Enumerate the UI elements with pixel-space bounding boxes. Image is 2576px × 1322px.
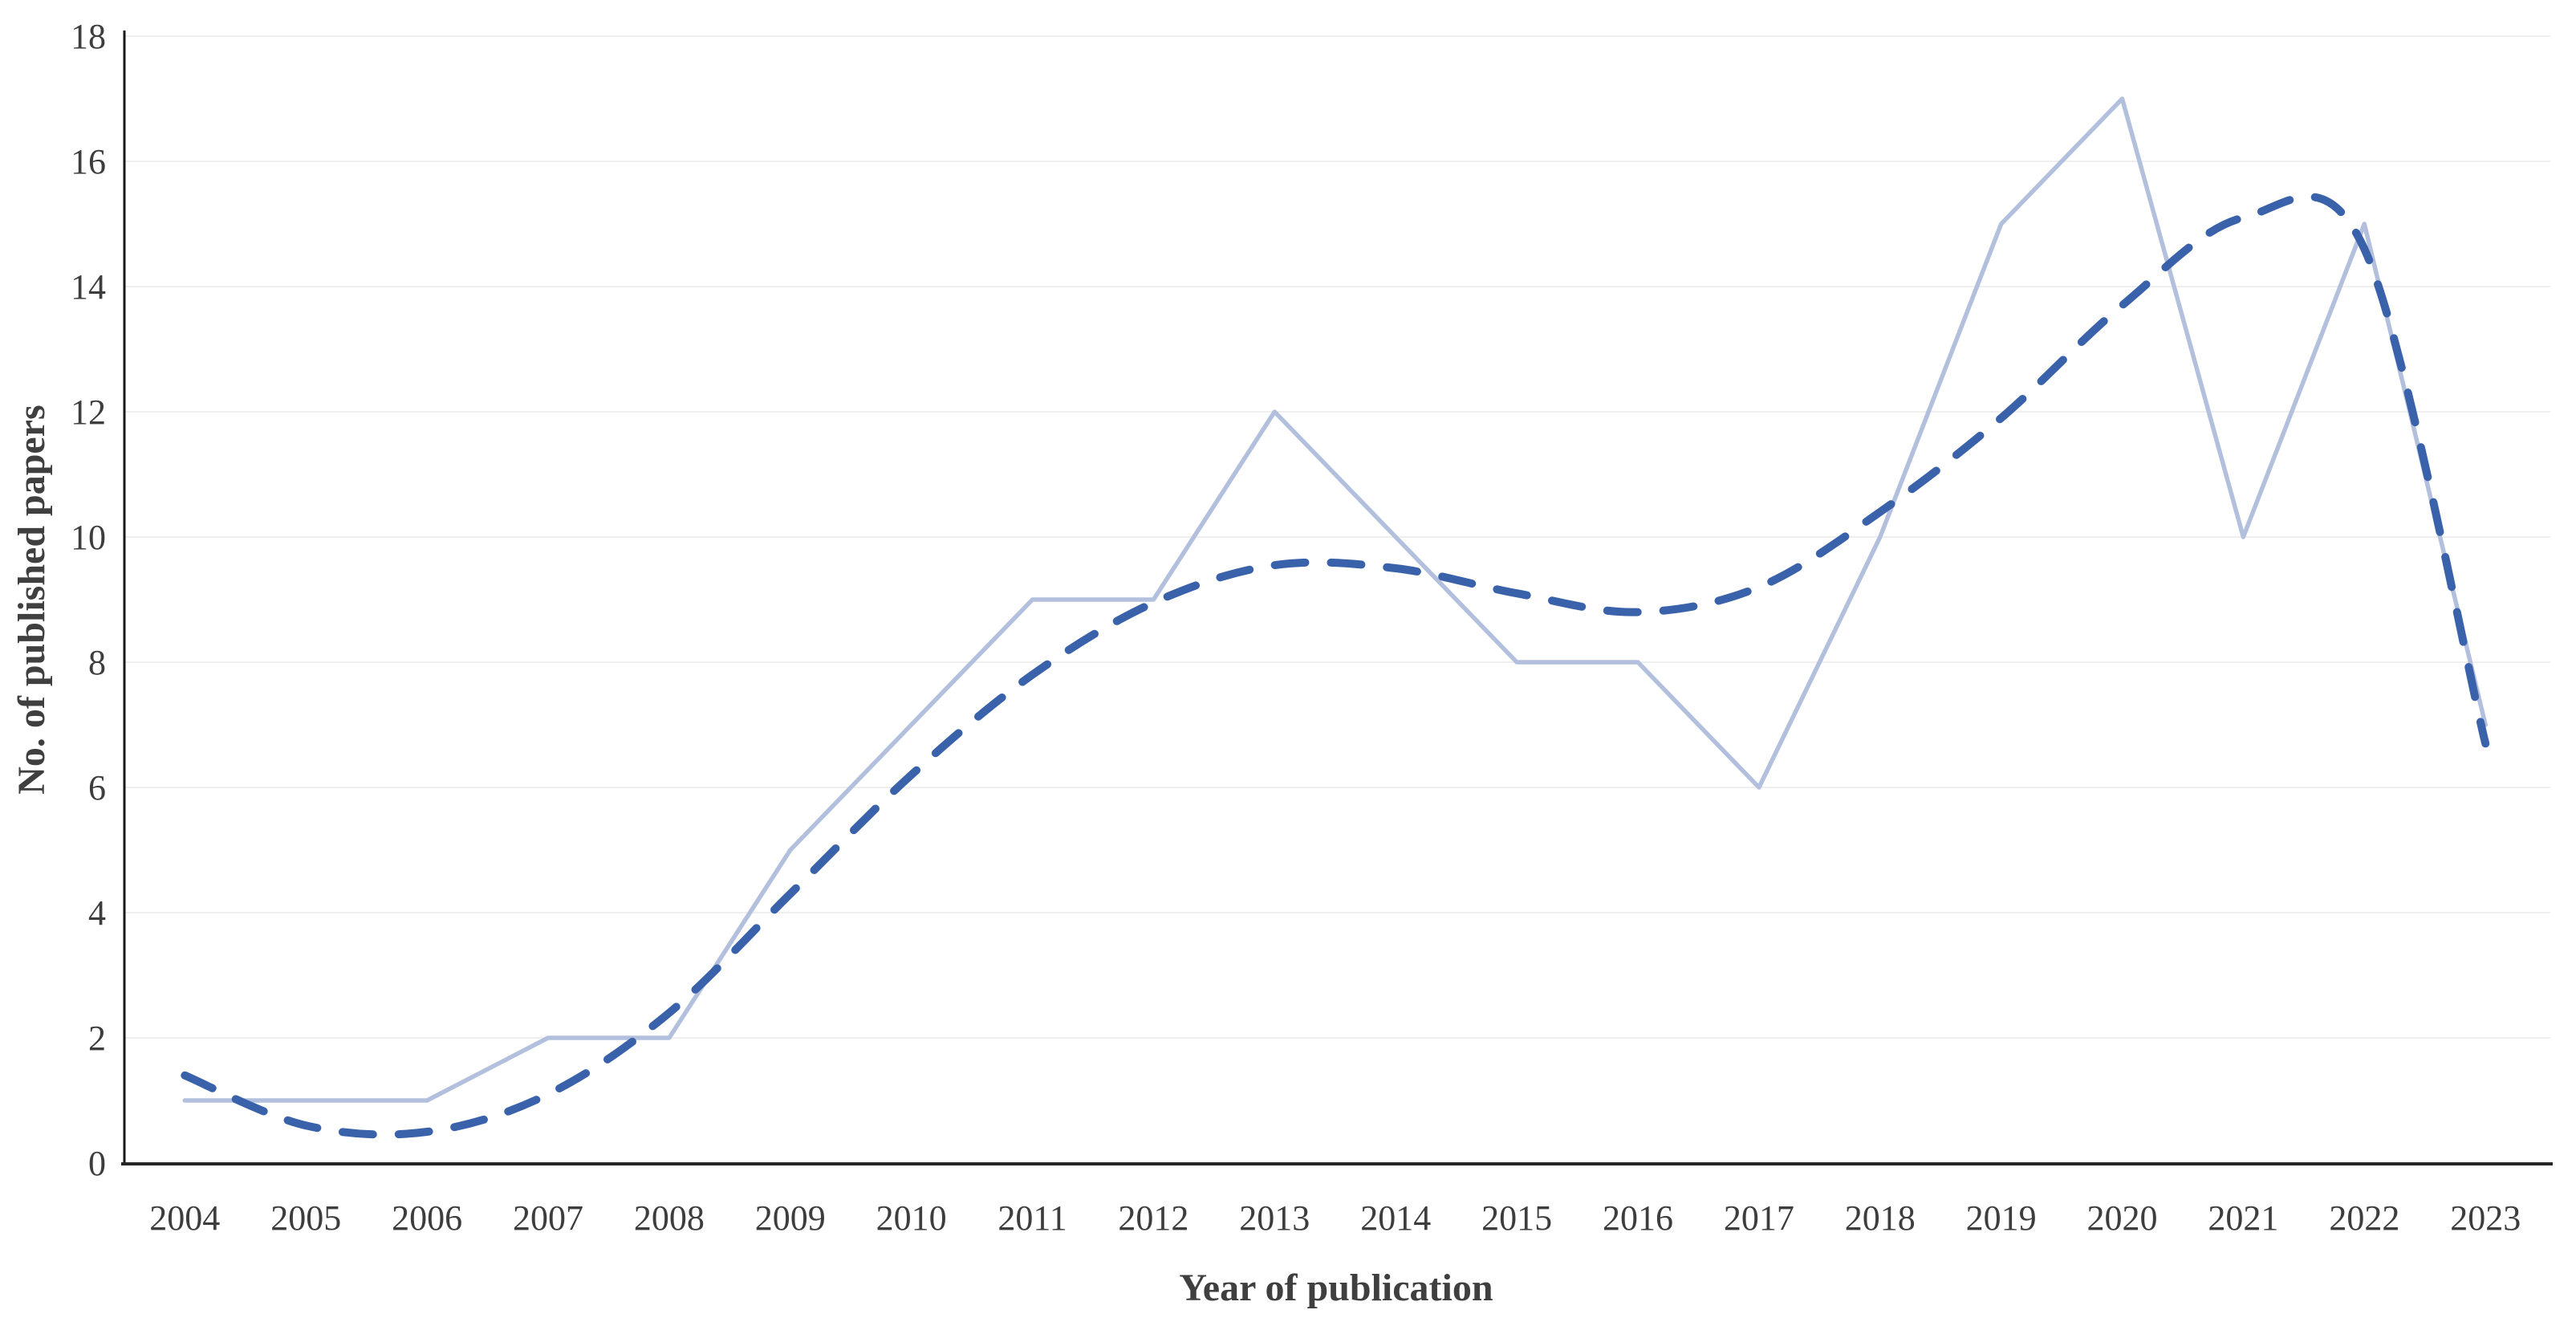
x-tick-label-2015: 2015 [1481,1198,1552,1238]
x-tick-label-2006: 2006 [392,1198,462,1238]
y-tick-label-0: 0 [88,1144,106,1183]
x-tick-label-2008: 2008 [634,1198,705,1238]
x-tick-label-2007: 2007 [513,1198,583,1238]
x-tick-label-2004: 2004 [149,1198,220,1238]
x-tick-labels-group: 2004 2005 2006 2007 2008 2009 2010 2011 2012 2013… [149,1198,2521,1238]
axes-group [121,31,2553,1165]
y-tick-label-18: 18 [71,17,106,56]
y-tick-label-10: 10 [71,518,106,557]
y-tick-label-12: 12 [71,393,106,432]
x-tick-label-2017: 2017 [1724,1198,1794,1238]
y-tick-label-8: 8 [88,643,106,682]
x-tick-label-2023: 2023 [2450,1198,2521,1238]
y-tick-labels-group: 0 2 4 6 8 10 12 14 16 18 [71,17,106,1183]
x-tick-label-2012: 2012 [1118,1198,1188,1238]
y-axis-title: No. of published papers [10,405,53,794]
y-tick-label-14: 14 [71,267,106,307]
trendline-dashed [181,193,2490,1139]
x-tick-label-2010: 2010 [876,1198,947,1238]
x-tick-label-2013: 2013 [1239,1198,1310,1238]
published-papers-line [182,96,2488,1103]
data-series-group [181,96,2490,1139]
x-tick-label-2011: 2011 [997,1198,1067,1238]
y-tick-label-16: 16 [71,142,106,181]
x-tick-label-2016: 2016 [1603,1198,1673,1238]
gridlines-group [125,35,2550,1039]
y-tick-label-4: 4 [88,893,106,933]
x-tick-label-2005: 2005 [270,1198,341,1238]
x-axis-title: Year of publication [1179,1267,1493,1309]
x-tick-label-2018: 2018 [1845,1198,1916,1238]
x-tick-label-2009: 2009 [755,1198,826,1238]
x-tick-label-2020: 2020 [2087,1198,2158,1238]
y-tick-label-2: 2 [88,1019,106,1058]
y-tick-label-6: 6 [88,768,106,807]
x-tick-label-2021: 2021 [2208,1198,2278,1238]
x-tick-label-2014: 2014 [1360,1198,1431,1238]
x-tick-label-2019: 2019 [1966,1198,2037,1238]
x-tick-label-2022: 2022 [2329,1198,2399,1238]
